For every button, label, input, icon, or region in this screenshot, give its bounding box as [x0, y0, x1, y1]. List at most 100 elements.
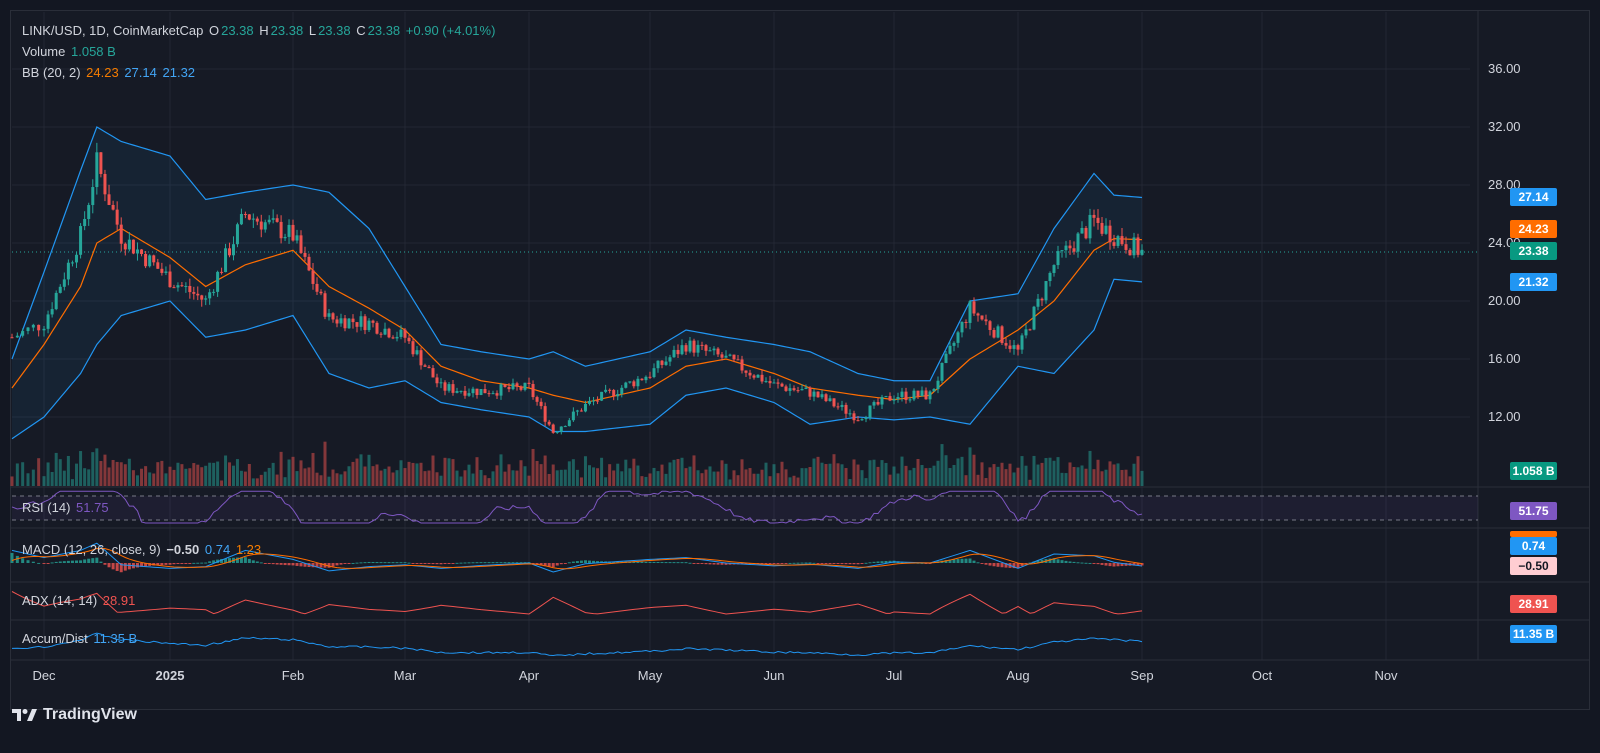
- macd-hist-bar: [164, 563, 168, 565]
- ad-label[interactable]: Accum/Dist: [22, 631, 88, 646]
- candle-body: [355, 322, 359, 327]
- volume-bar: [760, 469, 764, 486]
- candle-body: [660, 360, 664, 365]
- volume-bar: [231, 465, 235, 486]
- candle-body: [339, 318, 343, 324]
- bb-label[interactable]: BB (20, 2): [22, 65, 81, 80]
- volume-bar: [46, 462, 50, 486]
- candle-body: [624, 382, 628, 388]
- macd-hist-bar: [355, 562, 359, 564]
- candle-body: [83, 218, 87, 227]
- candle-body: [87, 205, 91, 219]
- accum-dist-pane: [11, 632, 1143, 657]
- volume-bar: [479, 469, 483, 486]
- macd-hist-bar: [115, 563, 119, 571]
- volume-bar: [940, 444, 944, 486]
- volume-bar: [1040, 462, 1044, 486]
- macd-label[interactable]: MACD (12, 26, close, 9): [22, 542, 161, 557]
- volume-bar: [119, 462, 123, 486]
- macd-signal-line: [11, 547, 1143, 570]
- candle-body: [123, 243, 127, 250]
- volume-bar: [515, 470, 519, 486]
- candle-body: [700, 344, 704, 346]
- volume-bar: [327, 476, 331, 486]
- volume-bar: [664, 473, 668, 486]
- bb-upper-badge: 27.14: [1510, 188, 1557, 206]
- macd-signal-badge: [1510, 531, 1557, 537]
- macd-hist-bar: [395, 562, 399, 564]
- candle-body: [455, 391, 459, 393]
- volume-bar: [804, 468, 808, 486]
- candle-body: [419, 350, 423, 366]
- volume-bar: [1064, 473, 1068, 486]
- candle-body: [263, 222, 267, 230]
- candle-body: [632, 381, 636, 387]
- volume-bar: [1108, 461, 1112, 486]
- candle-body: [716, 348, 720, 355]
- bb-basis-badge: 24.23: [1510, 220, 1557, 238]
- macd-hist-bar: [592, 560, 596, 563]
- macd-hist-bar: [780, 563, 784, 564]
- candle-body: [107, 194, 111, 205]
- macd-hist-bar: [848, 563, 852, 565]
- candle-body: [387, 328, 391, 338]
- volume-legend: Volume 1.058 B: [22, 44, 118, 60]
- macd-hist-bar: [1004, 563, 1008, 568]
- macd-hist-bar: [427, 563, 431, 564]
- volume-bar: [988, 467, 992, 486]
- macd-hist-bar: [327, 563, 331, 568]
- candle-body: [127, 239, 131, 250]
- macd-hist-bar: [660, 562, 664, 564]
- candle-body: [968, 301, 972, 323]
- macd-hist-bar: [50, 562, 54, 564]
- symbol-label[interactable]: LINK/USD, 1D, CoinMarketCap: [22, 23, 204, 38]
- low-label: L: [308, 23, 317, 38]
- macd-hist-bar: [91, 558, 95, 563]
- candle-body: [980, 315, 984, 320]
- adx-label[interactable]: ADX (14, 14): [22, 593, 98, 608]
- volume-bar: [928, 467, 932, 486]
- time-tick: Dec: [32, 668, 56, 683]
- macd-hist-bar: [684, 562, 688, 564]
- candle-body: [343, 318, 347, 329]
- volume-bar: [964, 475, 968, 486]
- candle-body: [447, 384, 451, 391]
- macd-hist-bar: [972, 560, 976, 563]
- candle-body: [311, 270, 315, 284]
- rsi-label[interactable]: RSI (14): [22, 500, 71, 515]
- candle-body: [888, 396, 892, 401]
- volume-bar: [315, 472, 319, 486]
- volume-bar: [42, 476, 46, 486]
- rsi-zone: [12, 496, 1478, 520]
- macd-hist-bar: [1124, 563, 1128, 566]
- tradingview-logo[interactable]: TradingView: [12, 706, 137, 724]
- bb-basis-value: 24.23: [86, 65, 119, 80]
- candle-body: [772, 382, 776, 384]
- candle-body: [160, 268, 164, 273]
- candle-body: [148, 255, 152, 267]
- volume-bar: [523, 466, 527, 486]
- macd-hist-bar: [924, 563, 928, 564]
- candle-body: [1052, 265, 1056, 273]
- macd-hist-bar: [792, 562, 796, 564]
- macd-hist-bar: [1108, 563, 1112, 567]
- candle-body: [559, 426, 563, 432]
- macd-hist-bar: [15, 555, 19, 563]
- volume-bar: [563, 469, 567, 486]
- candle-body: [511, 383, 515, 390]
- candle-body: [184, 285, 188, 287]
- last-price-badge: 23.38: [1510, 242, 1557, 260]
- macd-hist-bar: [439, 563, 443, 565]
- macd-hist-bar: [1092, 563, 1096, 564]
- macd-hist-bar: [247, 558, 251, 563]
- volume-bar: [816, 456, 820, 486]
- macd-hist-bar: [652, 561, 656, 563]
- macd-hist-bar: [840, 563, 844, 565]
- macd-hist-bar: [1100, 563, 1104, 565]
- volume-bar: [864, 478, 868, 486]
- candle-body: [220, 271, 224, 273]
- candle-body: [1008, 345, 1012, 349]
- volume-label[interactable]: Volume: [22, 44, 66, 59]
- candle-body: [319, 291, 323, 294]
